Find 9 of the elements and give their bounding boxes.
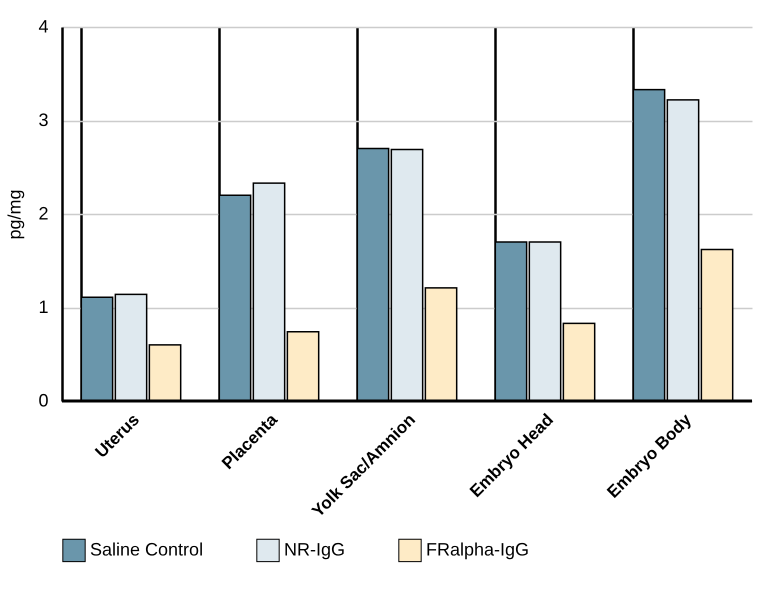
y-tick-label: 0 xyxy=(38,390,48,410)
legend-label: NR-IgG xyxy=(284,539,346,560)
y-tick-label: 2 xyxy=(38,204,48,224)
legend-label: FRalpha-IgG xyxy=(426,539,530,560)
y-tick-label: 4 xyxy=(38,16,48,36)
legend-label: Saline Control xyxy=(90,539,204,560)
y-tick-label: 1 xyxy=(38,297,48,317)
y-axis-title: pg/mg xyxy=(4,189,24,240)
y-tick-label: 3 xyxy=(38,110,48,130)
